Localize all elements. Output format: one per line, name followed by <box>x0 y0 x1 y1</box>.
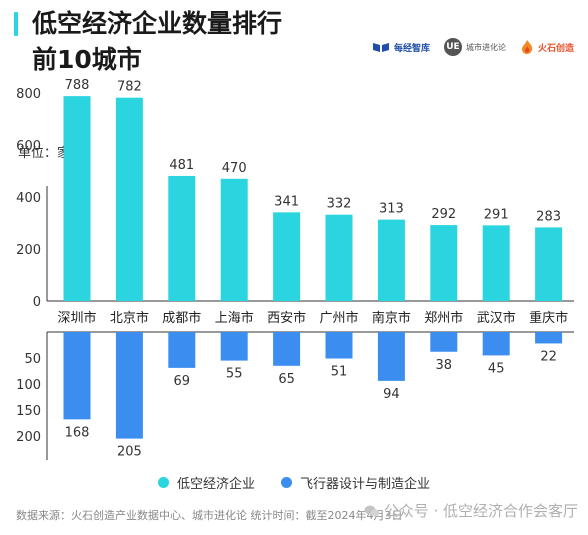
logo-meijing: 每经智库 <box>372 41 430 54</box>
lower-y-tick-label: 200 <box>16 430 41 445</box>
upper-y-tick-label: 0 <box>33 295 41 310</box>
lower-bar <box>168 332 196 368</box>
lower-bar-value-label: 168 <box>65 425 90 440</box>
upper-bar <box>482 225 510 301</box>
upper-y-tick-label: 200 <box>16 243 41 258</box>
chart-legend: 低空经济企业 飞行器设计与制造企业 <box>0 473 588 492</box>
lower-y-tick-label: 50 <box>24 352 41 367</box>
lower-bar-value-label: 65 <box>278 372 295 387</box>
flame-logo-icon <box>521 40 533 54</box>
ue-circle-logo-icon: UE <box>443 38 462 56</box>
unit-label: 单位：家 <box>18 146 71 161</box>
page-title: 低空经济企业数量排行 前10城市 <box>32 6 282 78</box>
lower-bar-value-label: 38 <box>436 358 453 373</box>
lower-bar <box>220 332 248 361</box>
lower-y-tick-label: 150 <box>16 404 41 419</box>
upper-bar <box>63 96 91 302</box>
category-label: 深圳市 <box>57 310 96 326</box>
upper-bar-value-label: 782 <box>117 80 142 95</box>
category-label: 成都市 <box>162 310 201 326</box>
lower-bar-value-label: 205 <box>117 445 142 460</box>
upper-bar <box>535 227 563 301</box>
upper-bar-value-label: 291 <box>484 207 509 222</box>
lower-bar <box>115 332 143 439</box>
upper-bar <box>168 175 196 301</box>
legend-swatch-series-2 <box>281 477 292 488</box>
upper-bar-value-label: 341 <box>274 194 299 209</box>
legend-item-series-1: 低空经济企业 <box>157 473 255 492</box>
watermark-text: 公众号 · 低空经济合作会客厅 <box>383 502 578 520</box>
logo-huoshi-label: 火石创造 <box>537 43 574 54</box>
upper-bar <box>325 214 353 301</box>
wechat-icon <box>364 505 380 517</box>
upper-bar-value-label: 313 <box>379 202 404 217</box>
lower-y-tick-label: 100 <box>16 378 41 393</box>
logo-chengshi-label: 城市进化论 <box>465 42 506 52</box>
lower-bar <box>535 332 563 344</box>
category-label: 重庆市 <box>529 310 568 326</box>
upper-bar <box>377 219 405 301</box>
category-label: 郑州市 <box>424 310 463 326</box>
title-accent-bar <box>14 12 18 36</box>
lower-bar-value-label: 51 <box>331 365 348 380</box>
upper-bar <box>115 97 143 302</box>
upper-y-tick-label: 400 <box>16 191 41 206</box>
book-logo-icon <box>372 43 389 52</box>
lower-bar-value-label: 22 <box>540 349 557 364</box>
logo-group: 每经智库 UE 城市进化论 火石创造 <box>372 38 574 56</box>
bar-chart: 0 200 400 600 800 50 100 150 200 788 深圳市 168 782 北京市 2… <box>16 78 574 460</box>
upper-bar-value-label: 292 <box>431 207 456 222</box>
lower-bar <box>273 332 301 366</box>
lower-bar <box>377 332 405 381</box>
logo-huoshi: 火石创造 <box>520 39 574 55</box>
upper-bar <box>430 225 458 301</box>
upper-bar <box>220 178 248 301</box>
lower-bar-value-label: 55 <box>226 367 243 382</box>
data-source-note: 数据来源：火石创造产业数据中心、城市进化论 统计时间：截至2024年4月3日 <box>16 509 403 522</box>
upper-bar-value-label: 788 <box>65 78 90 93</box>
watermark: 公众号 · 低空经济合作会客厅 <box>364 500 578 521</box>
upper-bar-value-label: 332 <box>327 197 352 212</box>
upper-bar-value-label: 470 <box>222 161 247 176</box>
lower-bar <box>325 332 353 359</box>
legend-item-series-2: 飞行器设计与制造企业 <box>281 473 430 492</box>
title-line-2: 前10城市 <box>32 45 142 74</box>
upper-y-tick-label: 600 <box>16 139 41 154</box>
lower-bar <box>63 332 91 420</box>
legend-label-series-1: 低空经济企业 <box>176 477 255 492</box>
category-label: 南京市 <box>372 310 411 326</box>
category-label: 广州市 <box>319 310 358 326</box>
legend-label-series-2: 飞行器设计与制造企业 <box>300 477 431 492</box>
category-label: 北京市 <box>110 310 149 326</box>
category-label: 上海市 <box>215 310 254 326</box>
logo-meijing-label: 每经智库 <box>393 43 430 54</box>
lower-bar <box>430 332 458 352</box>
category-label: 武汉市 <box>477 310 516 326</box>
upper-bar-value-label: 481 <box>169 158 194 173</box>
legend-swatch-series-1 <box>157 477 169 488</box>
category-label: 西安市 <box>267 310 306 326</box>
lower-bar-value-label: 45 <box>488 361 505 376</box>
lower-bar <box>482 332 510 356</box>
upper-y-tick-label: 800 <box>16 87 41 102</box>
upper-bar-value-label: 283 <box>536 209 561 224</box>
title-line-1: 低空经济企业数量排行 <box>32 9 283 38</box>
lower-bar-value-label: 94 <box>383 387 400 402</box>
lower-bar-value-label: 69 <box>174 374 191 389</box>
upper-bar <box>273 212 301 301</box>
logo-chengshi: UE 城市进化论 <box>443 38 506 56</box>
